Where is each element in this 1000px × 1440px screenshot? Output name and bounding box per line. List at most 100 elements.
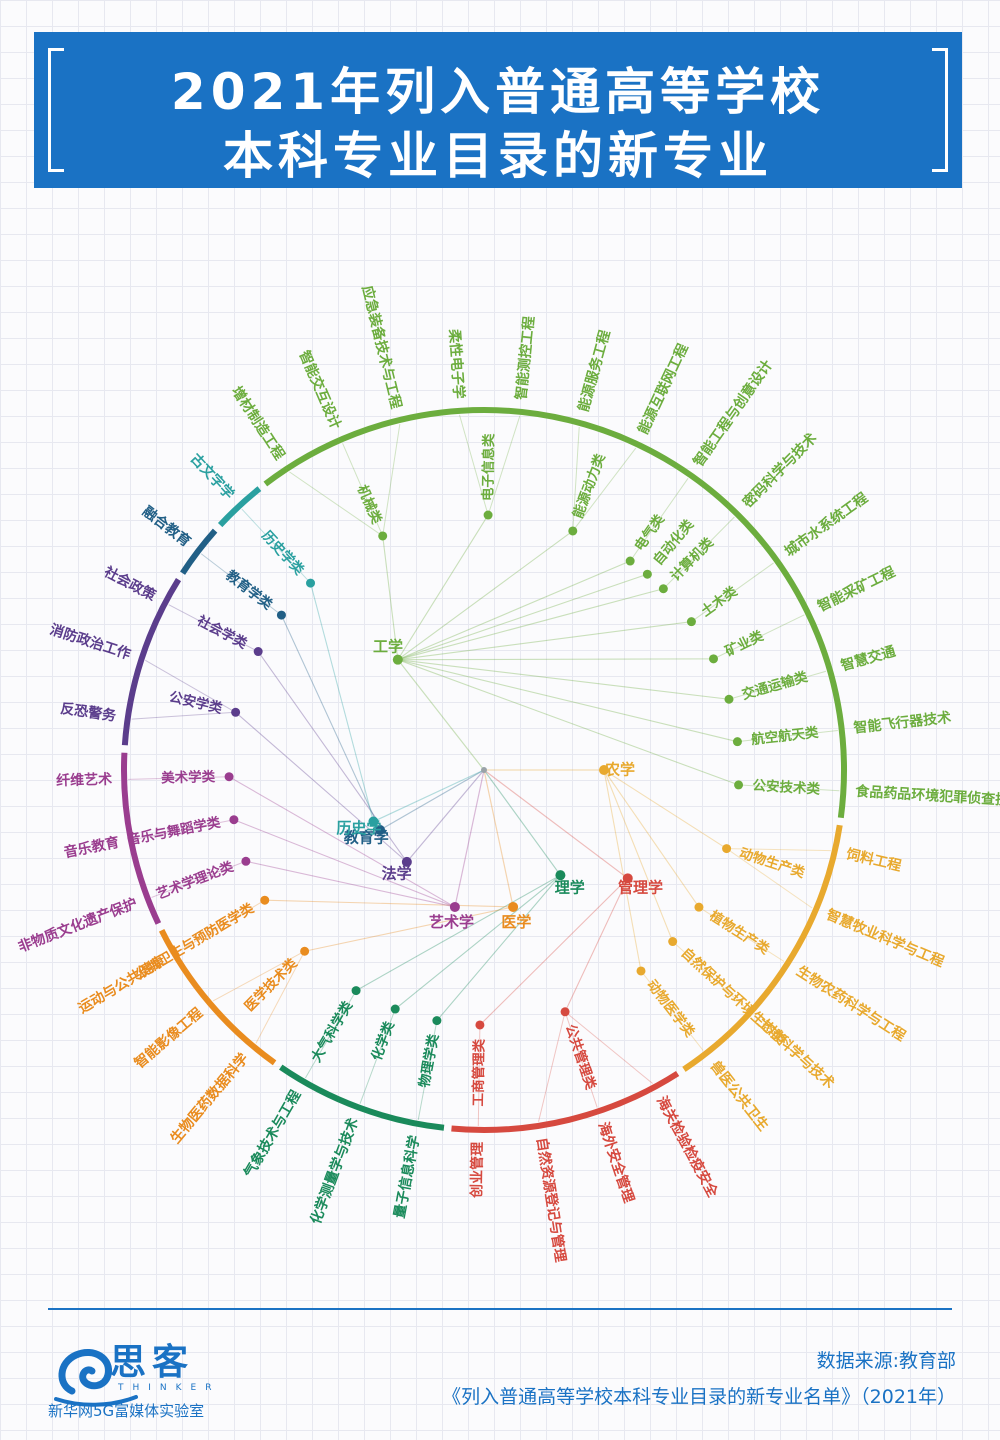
ring-arc-5 xyxy=(158,928,277,1066)
subcategory-node-5-1 xyxy=(300,946,310,956)
link-major-9-1-1 xyxy=(241,508,311,584)
link-major-7-2-1 xyxy=(168,604,259,653)
title-line-1: 2021年列入普通高等学校 xyxy=(170,63,826,121)
logo-subtitle: THINKER xyxy=(118,1383,221,1393)
link-major-2-3-1 xyxy=(672,941,748,1010)
major-label-1-1-1: 增材制造工程 xyxy=(228,383,288,463)
major-label-1-10-1: 智能飞行器技术 xyxy=(852,709,952,737)
major-label-1-6-1: 密码科学与技术 xyxy=(739,430,821,512)
major-label-6-2-1: 音乐教育 xyxy=(62,834,120,862)
category-node-5 xyxy=(508,901,519,912)
source-line-2: 《列入普通高等学校本科专业目录的新专业名单》（2021年） xyxy=(442,1386,956,1408)
category-node-1 xyxy=(392,654,403,665)
link-sub-6-2 xyxy=(233,819,456,908)
category-label-2: 农学 xyxy=(604,761,635,779)
subcategory-label-6-3: 美术学类 xyxy=(161,768,216,786)
link-major-1-3-2 xyxy=(572,447,637,532)
subcategory-node-1-1 xyxy=(378,531,388,541)
subcategory-node-4-1 xyxy=(432,1016,442,1026)
category-node-6 xyxy=(449,901,460,912)
major-label-5-1-1: 生物医药数据科学 xyxy=(167,1050,252,1147)
link-sub-5-1 xyxy=(304,906,514,952)
subcategory-node-8-1 xyxy=(276,610,286,620)
major-label-1-3-2: 能源互联网工程 xyxy=(635,341,692,437)
link-major-1-6-1 xyxy=(663,516,735,590)
link-sub-1-11 xyxy=(397,659,739,786)
subcategory-label-4-2: 化学类 xyxy=(368,1019,398,1063)
major-label-4-2-1: 化学测量学与技术 xyxy=(307,1116,362,1227)
major-label-2-1-2: 智慧牧业科学与工程 xyxy=(823,906,947,971)
link-sub-7-1 xyxy=(235,711,408,863)
ring-arc-4 xyxy=(279,1064,445,1131)
subcategory-node-3-2 xyxy=(475,1020,485,1030)
major-label-3-1-3: 自然资源登记与管理 xyxy=(533,1136,569,1263)
link-root-6 xyxy=(454,769,485,908)
link-major-4-3-1 xyxy=(304,990,357,1079)
ring-arc-6 xyxy=(121,752,162,925)
major-label-1-7-1: 城市水系统工程 xyxy=(781,489,871,560)
link-sub-5-2 xyxy=(264,899,514,908)
ring-arc-3 xyxy=(451,1070,680,1133)
major-label-3-1-2: 海外安全管理 xyxy=(595,1120,638,1205)
link-major-1-3-1 xyxy=(572,426,580,531)
category-label-4: 理学 xyxy=(555,879,585,897)
link-sub-3-2 xyxy=(479,877,629,1026)
outer-ring xyxy=(121,407,847,1133)
subcategory-node-3-1 xyxy=(560,1007,570,1017)
subcategory-node-7-2 xyxy=(253,647,263,657)
link-sub-4-3 xyxy=(355,874,561,992)
link-major-1-1-2 xyxy=(342,443,384,537)
subcategory-label-7-2: 社会学类 xyxy=(193,612,250,653)
link-sub-2-3 xyxy=(603,769,674,942)
link-major-3-2-1 xyxy=(477,1024,481,1126)
subcategory-node-9-1 xyxy=(306,578,316,588)
major-label-5-2-1: 运动与公共健康 xyxy=(75,952,169,1017)
subcategory-node-1-10 xyxy=(732,737,742,747)
source-line-1: 数据来源:教育部 xyxy=(816,1350,956,1372)
org-name: 新华网5G富媒体实验室 xyxy=(48,1402,205,1420)
major-label-1-11-1: 食品药品环境犯罪侦查技术 xyxy=(855,783,1000,810)
subcategory-node-1-4 xyxy=(625,556,635,566)
subcategory-label-9-1: 历史学类 xyxy=(258,527,308,579)
link-layer xyxy=(128,414,840,1126)
link-sub-2-2 xyxy=(603,769,700,908)
link-sub-1-8 xyxy=(397,658,714,661)
link-root-9 xyxy=(373,769,485,823)
link-major-7-1-2 xyxy=(145,659,236,713)
link-major-5-2-1 xyxy=(177,899,265,953)
major-label-2-3-1: 土地科学与技术 xyxy=(754,1014,838,1092)
subcategory-label-4-3: 大气科学类 xyxy=(307,998,356,1065)
subcategory-node-7-1 xyxy=(231,707,241,717)
category-label-7: 法学 xyxy=(382,865,412,883)
link-sub-1-2 xyxy=(397,514,489,660)
subcategory-node-1-7 xyxy=(686,617,696,627)
major-label-8-1-1: 融合教育 xyxy=(139,503,194,551)
link-sub-7-2 xyxy=(257,651,408,863)
link-major-1-4-1 xyxy=(629,477,689,562)
subcategory-label-7-1: 公安学类 xyxy=(168,688,225,717)
link-major-1-2-2 xyxy=(487,415,521,516)
link-major-5-1-2 xyxy=(212,950,305,1002)
link-root-5 xyxy=(483,769,514,908)
category-label-6: 艺术学 xyxy=(429,913,474,931)
link-sub-6-1 xyxy=(245,860,456,908)
link-sub-4-1 xyxy=(436,874,561,1021)
link-sub-1-9 xyxy=(397,659,730,700)
major-label-3-2-1: 创业管理 xyxy=(468,1142,486,1199)
subcategory-node-6-2 xyxy=(229,815,239,825)
link-major-3-1-2 xyxy=(564,1011,598,1108)
major-label-1-2-2: 智能测控工程 xyxy=(512,315,537,401)
link-sub-1-1 xyxy=(382,535,399,660)
link-sub-1-4 xyxy=(397,560,631,661)
subcategory-node-6-1 xyxy=(241,856,251,866)
ring-arc-1 xyxy=(263,407,847,819)
link-major-2-2-1 xyxy=(698,906,785,962)
subcategory-label-3-1: 公共管理类 xyxy=(562,1022,600,1092)
subcategory-label-1-7: 土木类 xyxy=(698,582,741,620)
major-label-2-2-1: 生物农药科学与工程 xyxy=(793,963,908,1045)
category-node-9 xyxy=(368,816,379,827)
subcategory-label-2-4: 动物医学类 xyxy=(643,976,698,1040)
link-sub-1-6 xyxy=(397,588,664,661)
subcategory-label-4-1: 物理学类 xyxy=(415,1032,442,1089)
